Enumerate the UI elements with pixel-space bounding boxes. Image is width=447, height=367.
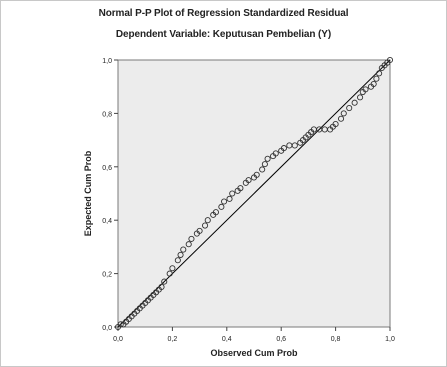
- data-point: [180, 246, 187, 253]
- chart-title: Normal P-P Plot of Regression Standardiz…: [98, 8, 349, 19]
- data-point: [351, 99, 358, 106]
- x-tick-label: 0,2: [168, 336, 178, 343]
- data-point: [245, 177, 252, 184]
- data-point: [161, 278, 168, 285]
- data-point: [346, 105, 353, 112]
- data-point: [362, 86, 369, 93]
- data-point: [201, 222, 209, 229]
- data-point: [185, 241, 192, 248]
- data-point: [212, 209, 219, 216]
- data-point: [218, 203, 225, 210]
- data-point: [117, 321, 124, 328]
- data-point: [204, 217, 211, 224]
- data-point: [376, 70, 383, 77]
- x-tick-label: 0,8: [331, 336, 341, 343]
- data-point: [177, 251, 184, 258]
- data-point: [357, 94, 364, 101]
- data-point: [229, 190, 236, 197]
- data-point: [386, 56, 394, 64]
- data-point: [188, 235, 195, 242]
- y-tick-label: 0,2: [102, 272, 112, 279]
- chart-subtitle: Dependent Variable: Keputusan Pembelian …: [115, 29, 332, 40]
- y-tick-label: 0,8: [102, 111, 112, 118]
- data-point: [272, 150, 279, 157]
- data-point: [370, 80, 377, 88]
- data-point: [264, 155, 271, 162]
- data-point: [221, 198, 228, 205]
- x-tick-label: 0,0: [113, 336, 123, 343]
- y-tick-label: 0,0: [102, 325, 112, 332]
- data-point: [340, 110, 347, 117]
- data-point: [174, 257, 181, 264]
- y-tick-label: 0,6: [102, 165, 112, 172]
- data-point: [373, 75, 380, 82]
- data-point: [332, 121, 339, 128]
- data-point: [158, 283, 165, 291]
- data-point: [226, 195, 233, 202]
- data-point: [196, 227, 203, 234]
- x-axis-label: Observed Cum Prob: [210, 348, 298, 358]
- data-point: [291, 142, 298, 149]
- data-point: [261, 161, 268, 168]
- reference-line: [117, 59, 391, 328]
- x-tick-label: 1,0: [385, 336, 395, 343]
- y-tick-label: 0,4: [102, 218, 112, 225]
- data-point: [166, 270, 173, 277]
- y-axis-label: Expected Cum Prob: [83, 150, 93, 236]
- x-tick-label: 0,4: [222, 336, 232, 343]
- y-tick-label: 1,0: [102, 58, 112, 65]
- data-point: [280, 145, 287, 152]
- data-point: [253, 171, 260, 178]
- data-point: [169, 265, 176, 272]
- x-tick-label: 0,6: [276, 336, 286, 343]
- data-point: [337, 115, 345, 122]
- data-point: [259, 166, 266, 173]
- data-point: [237, 185, 244, 192]
